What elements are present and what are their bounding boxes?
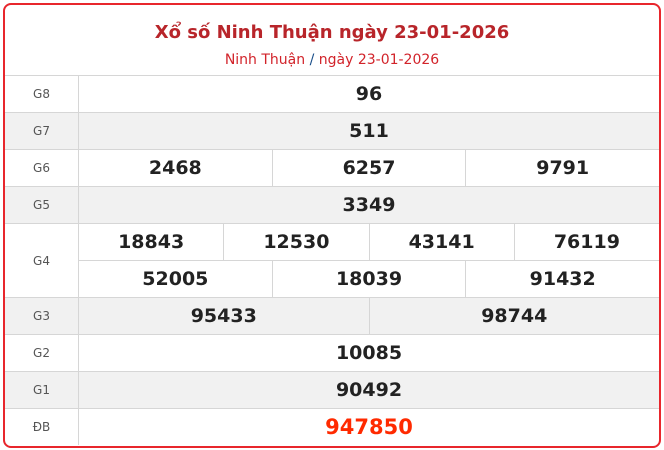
breadcrumb-date[interactable]: ngày 23-01-2026 (318, 52, 440, 68)
prize-label: G8 (5, 76, 79, 113)
results-card: Xổ số Ninh Thuận ngày 23-01-2026 Ninh Th… (3, 3, 661, 448)
breadcrumb-province[interactable]: Ninh Thuận (224, 52, 306, 68)
prize-label: G3 (5, 297, 79, 335)
results-header: Xổ số Ninh Thuận ngày 23-01-2026 Ninh Th… (5, 5, 659, 76)
prize-number: 12530 (223, 224, 368, 260)
prize-number: 96 (78, 76, 659, 113)
prize-row-g5: G5 3349 (5, 186, 659, 224)
prize-number: 76119 (513, 224, 659, 260)
prize-label: G1 (5, 371, 79, 409)
prize-number: 3349 (78, 186, 659, 224)
prize-row-g4: G4 18843 12530 43141 76119 52005 18039 9… (5, 223, 659, 298)
breadcrumb: Ninh Thuận / ngày 23-01-2026 (5, 51, 659, 69)
prize-number: 91432 (465, 261, 659, 297)
prize-number: 9791 (465, 150, 659, 186)
prize-label: G5 (5, 186, 79, 224)
prize-row-g1: G1 90492 (5, 371, 659, 409)
prize-number: 18843 (118, 231, 185, 253)
prize-label: G7 (5, 112, 79, 150)
results-table: G8 96 G7 511 G6 2468 6257 9791 G5 3349 G4 1… (5, 76, 659, 445)
prize-row-g8: G8 96 (5, 76, 659, 113)
prize-number: 18039 (271, 261, 466, 297)
prize-row-g7: G7 511 (5, 112, 659, 150)
prize-label: ĐB (5, 408, 79, 445)
prize-number: 52005 (142, 268, 209, 290)
prize-label: G4 (5, 223, 79, 298)
prize-number: 511 (78, 112, 659, 150)
breadcrumb-separator: / (309, 52, 315, 68)
page-title: Xổ số Ninh Thuận ngày 23-01-2026 (154, 22, 510, 43)
prize-number: 2468 (148, 157, 202, 179)
special-prize-number: 947850 (325, 415, 413, 439)
prize-number: 90492 (78, 371, 659, 409)
prize-number: 6257 (271, 150, 466, 186)
prize-label: G2 (5, 334, 79, 372)
prize-number: 98744 (368, 298, 660, 334)
prize-number: 43141 (368, 224, 514, 260)
prize-number: 10085 (78, 334, 659, 372)
prize-row-g6: G6 2468 6257 9791 (5, 149, 659, 187)
prize-row-g2: G2 10085 (5, 334, 659, 372)
prize-label: G6 (5, 149, 79, 187)
prize-row-g3: G3 95433 98744 (5, 297, 660, 335)
prize-number: 95433 (190, 305, 257, 327)
prize-row-special: ĐB 947850 (5, 408, 659, 445)
